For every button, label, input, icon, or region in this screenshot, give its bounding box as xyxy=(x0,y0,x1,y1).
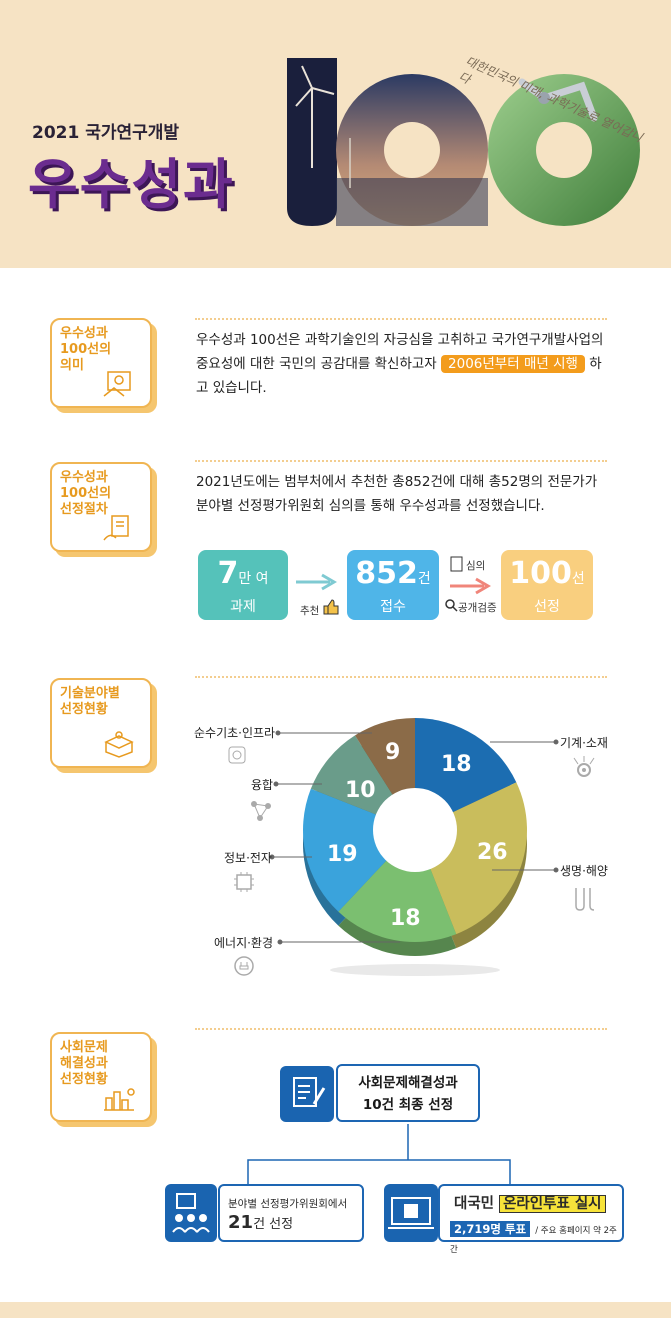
donut-label-basic: 순수기초·인프라 xyxy=(194,726,276,740)
committee-count: 21 xyxy=(228,1212,254,1233)
donut-label-bio: 생명·해양 xyxy=(560,864,608,878)
arrow-right-1-icon xyxy=(296,573,337,591)
divider-2 xyxy=(195,460,607,462)
meaning-paragraph: 우수성과 100선은 과학기술인의 자긍심을 고취하고 국가연구개발사업의 중요… xyxy=(196,332,604,396)
label-meaning: 우수성과 100선의 의미 xyxy=(60,326,112,373)
social-final-box: 사회문제해결성과 10건 최종 선정 xyxy=(336,1064,480,1122)
header-subtitle: 2021 국가연구개발 xyxy=(32,123,180,143)
donut-value-2: 26 xyxy=(477,840,508,865)
checklist-pen-icon xyxy=(280,1066,334,1122)
microscope-icon xyxy=(228,746,246,764)
vote-note: / 주요 홈페이지 약 2주간 xyxy=(450,1226,617,1255)
divider-3 xyxy=(195,676,607,678)
online-vote-highlight: 온라인투표 실시 xyxy=(499,1195,606,1213)
hand-document-icon xyxy=(103,515,129,541)
online-vote-box: 대국민 온라인투표 실시 2,719명 투표 / 주요 홈페이지 약 2주간 xyxy=(438,1184,624,1255)
donut-label-fusion: 융합 xyxy=(251,778,274,792)
chip-icon xyxy=(234,872,254,892)
label-social: 사회문제 해결성과 선정현황 xyxy=(60,1040,108,1087)
thumbs-up-icon xyxy=(323,599,339,615)
arrow1-label: 추천 xyxy=(300,605,320,617)
donut-value-6: 9 xyxy=(385,740,401,765)
arrow-right-2-icon xyxy=(450,577,491,595)
box-gear-icon xyxy=(104,731,134,758)
hand-certificate-icon xyxy=(103,371,131,397)
header-banner: 2021 국가연구개발 우수성과 대한민국의 미래, xyxy=(0,0,671,268)
vote-count-badge: 2,719명 투표 xyxy=(450,1221,531,1237)
donut-value-5: 10 xyxy=(345,778,376,803)
label-procedure: 우수성과 100선의 선정절차 xyxy=(60,470,112,517)
step-box-projects: 7만 여 과제 xyxy=(198,550,288,620)
donut-slice-3 xyxy=(338,830,457,942)
gear-icon xyxy=(573,756,595,777)
divider-4 xyxy=(195,1028,607,1030)
donut-shadow xyxy=(330,964,500,976)
donut-value-1: 18 xyxy=(441,752,472,777)
plug-icon xyxy=(234,956,254,976)
meaning-highlight: 2006년부터 매년 시행 xyxy=(441,355,585,373)
label-card-social: 사회문제 해결성과 선정현황 xyxy=(50,1032,152,1122)
big-100-graphic xyxy=(287,58,640,226)
magnifier-icon xyxy=(445,599,458,612)
step-box-selected: 100선 선정 xyxy=(501,550,593,620)
donut-label-energy: 에너지·환경 xyxy=(214,936,274,950)
arrow2-top-label: 심의 xyxy=(466,560,486,572)
label-card-tech: 기술분야별 선정현황 xyxy=(50,678,152,768)
header-title: 우수성과 xyxy=(28,153,235,216)
step-box-received: 852건 접수 xyxy=(347,550,439,620)
footer-bar xyxy=(0,1302,671,1318)
network-icon xyxy=(251,801,271,821)
committee-icon xyxy=(165,1184,217,1242)
donut-label-machine: 기계·소재 xyxy=(560,736,608,750)
arrow2-bottom-label: 공개검증 xyxy=(458,602,497,614)
document-icon xyxy=(450,556,463,572)
label-tech: 기술분야별 선정현황 xyxy=(60,686,120,717)
divider-1 xyxy=(195,318,607,320)
donut-value-3: 18 xyxy=(390,906,421,931)
label-card-procedure: 우수성과 100선의 선정절차 xyxy=(50,462,152,552)
test-tube-icon xyxy=(575,888,595,911)
committee-box: 분야별 선정평가위원회에서 21건 선정 xyxy=(218,1184,364,1242)
label-card-meaning: 우수성과 100선의 의미 xyxy=(50,318,152,408)
donut-value-4: 19 xyxy=(327,842,358,867)
online-vote-icon xyxy=(384,1184,438,1242)
donut-label-info: 정보·전자 xyxy=(224,851,272,865)
procedure-paragraph: 2021년도에는 범부처에서 추천한 총852건에 대해 총52명의 전문가가 … xyxy=(196,474,598,514)
donut-chart xyxy=(303,718,527,976)
city-icon xyxy=(104,1088,135,1111)
donut-hole xyxy=(373,788,457,872)
